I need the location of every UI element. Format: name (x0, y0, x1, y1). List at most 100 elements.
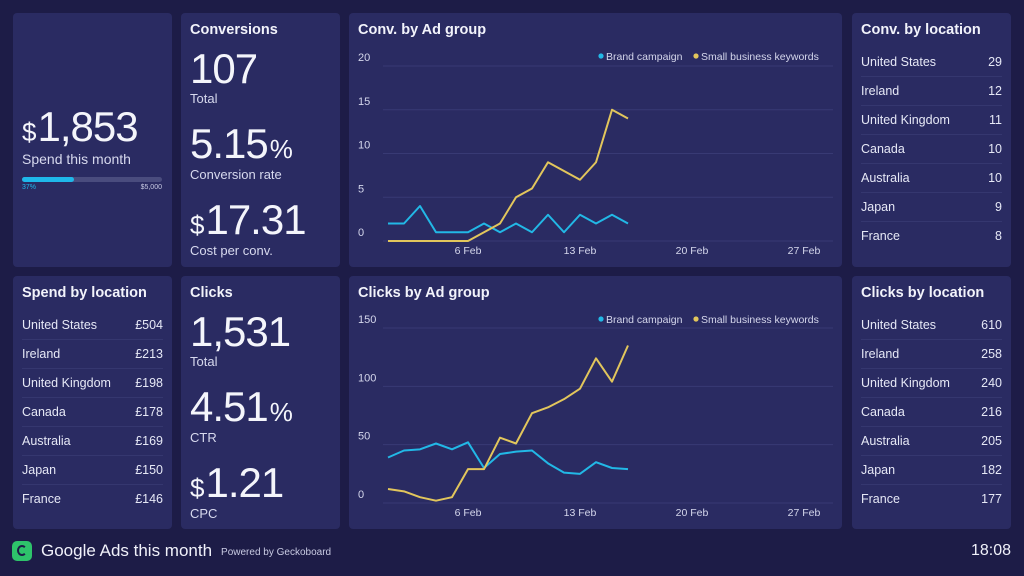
y-tick-label: 10 (358, 140, 370, 152)
location-value: 12 (988, 84, 1002, 98)
location-name: France (861, 229, 900, 243)
spend-by-location-widget: Spend by location United States £504 Irela… (13, 276, 172, 529)
legend-dot-icon (693, 316, 699, 322)
location-name: Australia (861, 171, 910, 185)
location-value: £213 (135, 347, 163, 361)
x-tick-label: 6 Feb (455, 245, 482, 257)
ctr-value: 4.51% (190, 383, 293, 430)
y-tick-label: 0 (358, 489, 364, 501)
total-label: Total (190, 354, 218, 369)
location-value: £198 (135, 376, 163, 390)
clicks-widget: Clicks 1,531 Total 4.51% CTR $1.21 CPC (181, 276, 340, 529)
total-label: Total (190, 91, 218, 106)
y-tick-label: 5 (358, 183, 364, 195)
widget-title: Clicks (190, 285, 233, 301)
widget-title: Conversions (190, 22, 278, 38)
location-name: Canada (22, 405, 66, 419)
ctr-label: CTR (190, 430, 217, 445)
y-tick-label: 20 (358, 52, 370, 64)
location-name: Japan (22, 463, 57, 477)
list-item: United Kingdom 11 (861, 106, 1002, 135)
spend-widget: $1,853 Spend this month 37% $5,000 (13, 13, 172, 267)
location-name: Canada (861, 405, 905, 419)
chart-title: Clicks by Ad group (358, 285, 490, 301)
conv-by-ad-group-chart: Conv. by Ad group 0 5 10 15 20 6 Feb 13 Feb 20 … (349, 13, 842, 267)
widget-title: Clicks by location (861, 285, 985, 301)
conversion-rate: 5.15% (190, 120, 293, 167)
list-item: Japan 182 (861, 456, 1002, 485)
cost-label: Cost per conv. (190, 243, 273, 258)
series-line-small-business-keywords (388, 108, 629, 242)
y-tick-label: 0 (358, 227, 364, 239)
location-value: 177 (981, 492, 1002, 506)
series-line-brand-campaign (387, 441, 629, 475)
list-item: France £146 (22, 485, 163, 514)
y-tick-label: 50 (358, 431, 370, 443)
y-tick-label: 15 (358, 96, 370, 108)
location-value: £150 (135, 463, 163, 477)
list-item: Canada £178 (22, 398, 163, 427)
chart-title: Conv. by Ad group (358, 22, 487, 38)
geckoboard-logo-icon (12, 541, 32, 561)
location-name: Canada (861, 142, 905, 156)
legend-label: Small business keywords (701, 314, 819, 326)
list-item: Australia 10 (861, 164, 1002, 193)
location-value: £169 (135, 434, 163, 448)
cpc-value: $1.21 (190, 459, 284, 506)
location-name: France (22, 492, 61, 506)
list-item: France 8 (861, 222, 1002, 251)
location-value: 240 (981, 376, 1002, 390)
legend-label: Brand campaign (606, 314, 683, 326)
cpc-label: CPC (190, 506, 218, 521)
cost-per-conv: $17.31 (190, 196, 307, 243)
list-item: United Kingdom 240 (861, 369, 1002, 398)
location-value: 8 (995, 229, 1002, 243)
x-tick-label: 27 Feb (788, 245, 821, 257)
conversions-total: 107 (190, 45, 258, 92)
progress-percent: 37% (22, 184, 37, 191)
y-tick-label: 150 (358, 314, 376, 326)
list-item: Canada 216 (861, 398, 1002, 427)
footer: Google Ads this month Powered by Geckobo… (12, 538, 331, 564)
chart-svg: 0 50 100 150 6 Feb 13 Feb 20 Feb 27 Feb Brand ca… (358, 314, 833, 519)
x-tick-label: 27 Feb (788, 507, 821, 519)
spend-progress-bar (22, 177, 162, 182)
powered-by: Powered by Geckoboard (221, 547, 332, 558)
progress-target: $5,000 (140, 184, 162, 191)
location-name: Ireland (861, 347, 900, 361)
list-item: United Kingdom £198 (22, 369, 163, 398)
widget-title: Spend by location (22, 285, 147, 301)
location-name: United Kingdom (861, 113, 950, 127)
list-item: Ireland 12 (861, 77, 1002, 106)
x-tick-label: 6 Feb (455, 507, 482, 519)
location-name: United States (861, 55, 937, 69)
location-list: United States £504 Ireland £213 United Kingd… (22, 311, 163, 514)
list-item: United States 610 (861, 311, 1002, 340)
location-value: 216 (981, 405, 1002, 419)
location-name: Australia (861, 434, 910, 448)
x-tick-label: 20 Feb (676, 507, 709, 519)
legend-dot-icon (598, 316, 604, 322)
x-tick-label: 20 Feb (676, 245, 709, 257)
legend-dot-icon (598, 53, 604, 59)
y-tick-label: 100 (358, 372, 376, 384)
location-name: United States (22, 318, 98, 332)
location-value: £504 (135, 318, 163, 332)
clicks-by-location-widget: Clicks by location United States 610 Irela… (852, 276, 1011, 529)
widget-title: Conv. by location (861, 22, 981, 38)
location-name: United Kingdom (861, 376, 950, 390)
list-item: Japan £150 (22, 456, 163, 485)
location-name: Australia (22, 434, 71, 448)
location-name: United Kingdom (22, 376, 111, 390)
dashboard-title: Google Ads this month (41, 541, 213, 560)
location-value: 205 (981, 434, 1002, 448)
location-value: 29 (988, 55, 1002, 69)
location-name: United States (861, 318, 937, 332)
location-value: 182 (981, 463, 1002, 477)
location-value: £146 (135, 492, 163, 506)
series-line-small-business-keywords (387, 345, 629, 502)
legend-label: Small business keywords (701, 51, 819, 63)
location-name: Ireland (861, 84, 900, 98)
location-value: 10 (988, 171, 1002, 185)
spend-label: Spend this month (22, 151, 131, 167)
